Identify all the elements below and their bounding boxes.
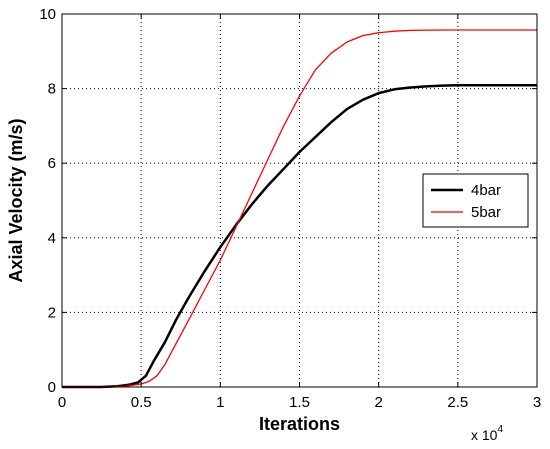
x-tick-label: 2 xyxy=(374,394,382,411)
axis-ticks xyxy=(61,13,538,388)
series-lines xyxy=(62,29,537,389)
x-axis-exponent: x 104 xyxy=(471,424,503,443)
x-tick-label: 3 xyxy=(533,394,541,411)
x-tick-label: 1.5 xyxy=(289,394,310,411)
legend: 4bar 5bar xyxy=(422,173,529,228)
legend-label-5bar: 5bar xyxy=(471,204,501,221)
x-tick-label: 2.5 xyxy=(447,394,468,411)
x-axis-exponent-base: x 10 xyxy=(471,427,498,443)
x-axis-title: Iterations xyxy=(259,414,340,434)
y-tick-label: 10 xyxy=(39,6,56,23)
tick-labels: 0 0.5 1 1.5 2 2.5 3 0 2 4 6 8 10 xyxy=(39,6,541,411)
series-line-5bar xyxy=(62,29,537,388)
x-tick-label: 0.5 xyxy=(131,394,152,411)
legend-box xyxy=(422,173,529,228)
y-axis-title: Axial Velocity (m/s) xyxy=(6,118,26,282)
x-tick-label: 0 xyxy=(58,394,66,411)
x-tick-label: 1 xyxy=(216,394,224,411)
x-axis-exponent-power: 4 xyxy=(497,424,503,435)
y-tick-label: 2 xyxy=(48,304,56,321)
y-tick-label: 4 xyxy=(48,230,56,247)
legend-label-4bar: 4bar xyxy=(471,182,501,199)
y-tick-label: 6 xyxy=(48,155,56,172)
series-line-4bar xyxy=(62,83,537,389)
y-tick-label: 8 xyxy=(48,81,56,98)
y-tick-label: 0 xyxy=(48,379,56,396)
